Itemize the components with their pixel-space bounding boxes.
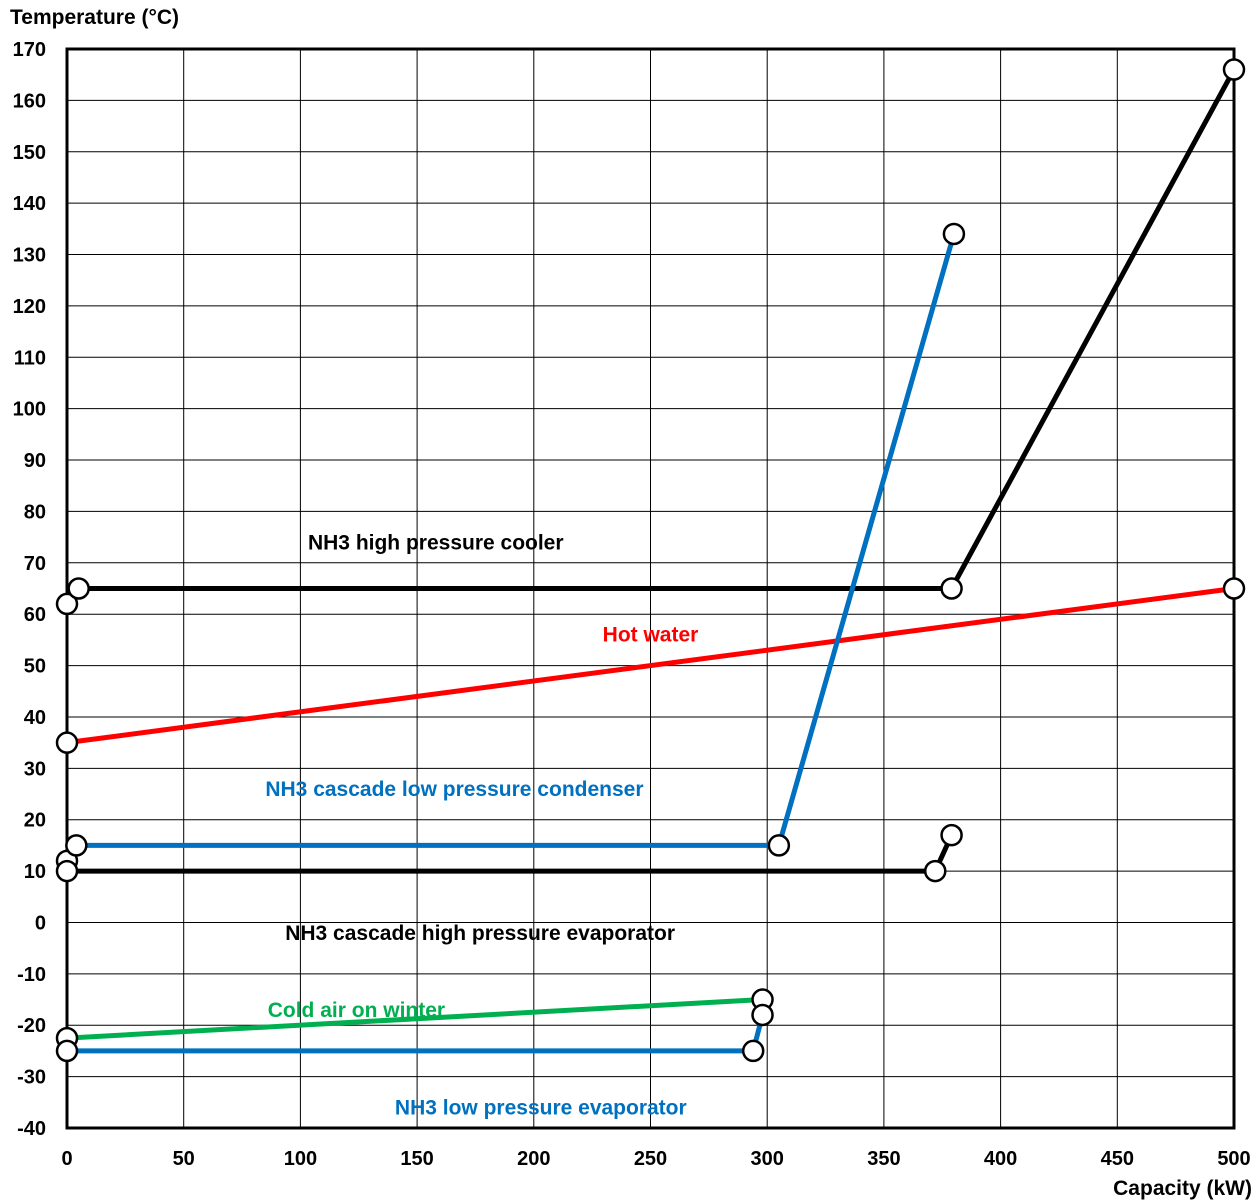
series-line — [67, 834, 954, 874]
x-tick-label: 0 — [61, 1148, 72, 1170]
data-point — [767, 834, 791, 857]
x-tick-label: 300 — [751, 1148, 784, 1170]
y-tick-label: -30 — [17, 1067, 46, 1089]
data-point — [751, 1003, 774, 1027]
series-line — [66, 997, 763, 1041]
y-tick-label: 60 — [24, 604, 46, 626]
x-axis-label: Capacity (kW) — [1113, 1177, 1252, 1200]
y-axis-label: Temperature (°C) — [10, 6, 180, 29]
x-tick-label: 400 — [984, 1148, 1017, 1170]
x-tick-label: 100 — [284, 1148, 317, 1170]
x-tick-label: 250 — [634, 1148, 667, 1170]
y-tick-label: 10 — [24, 861, 46, 883]
y-tick-label: 0 — [35, 912, 46, 934]
series-annotation: NH3 low pressure evaporator — [395, 1096, 687, 1119]
data-point — [741, 1039, 765, 1063]
series-annotation: NH3 cascade low pressure condenser — [265, 778, 643, 801]
y-tick-label: -40 — [17, 1118, 46, 1140]
data-point — [1222, 577, 1246, 600]
x-tick-label: 150 — [400, 1148, 433, 1170]
series-annotation: NH3 cascade high pressure evaporator — [285, 922, 675, 945]
y-tick-label: -20 — [17, 1015, 46, 1037]
x-tick-label: 200 — [517, 1148, 550, 1170]
data-point — [923, 859, 947, 883]
data-point — [942, 222, 966, 246]
data-point — [55, 1039, 79, 1063]
y-tick-label: 40 — [24, 707, 46, 729]
y-tick-label: 170 — [13, 39, 46, 61]
series-line — [78, 68, 1237, 591]
x-tick-label: 450 — [1101, 1148, 1134, 1170]
data-point — [55, 731, 79, 754]
y-tick-label: 110 — [14, 347, 46, 369]
y-tick-label: 160 — [13, 90, 46, 112]
data-point — [67, 577, 90, 600]
y-tick-label: 80 — [24, 501, 46, 523]
data-point — [55, 859, 79, 883]
y-tick-label: 130 — [13, 245, 46, 267]
y-tick-label: -10 — [17, 964, 46, 986]
x-tick-label: 50 — [173, 1148, 195, 1170]
data-point — [940, 823, 963, 847]
series-annotation: Cold air on winter — [268, 999, 445, 1022]
y-tick-label: 100 — [13, 399, 46, 421]
data-point — [1222, 58, 1246, 81]
y-tick-label: 150 — [13, 142, 46, 164]
y-tick-label: 140 — [13, 193, 46, 215]
data-point — [940, 577, 963, 600]
x-tick-label: 350 — [867, 1148, 900, 1170]
y-tick-label: 50 — [24, 656, 46, 678]
y-tick-label: 120 — [13, 296, 46, 318]
data-point — [55, 592, 79, 616]
series-annotation: NH3 high pressure cooler — [308, 531, 564, 554]
y-tick-label: 20 — [24, 810, 46, 832]
y-tick-label: 30 — [24, 758, 46, 780]
y-tick-label: 90 — [24, 450, 46, 472]
series-annotation: Hot water — [603, 624, 699, 647]
series-line — [66, 586, 1235, 746]
y-tick-label: 70 — [24, 553, 46, 575]
x-tick-label: 500 — [1217, 1148, 1250, 1170]
data-point — [65, 834, 88, 857]
